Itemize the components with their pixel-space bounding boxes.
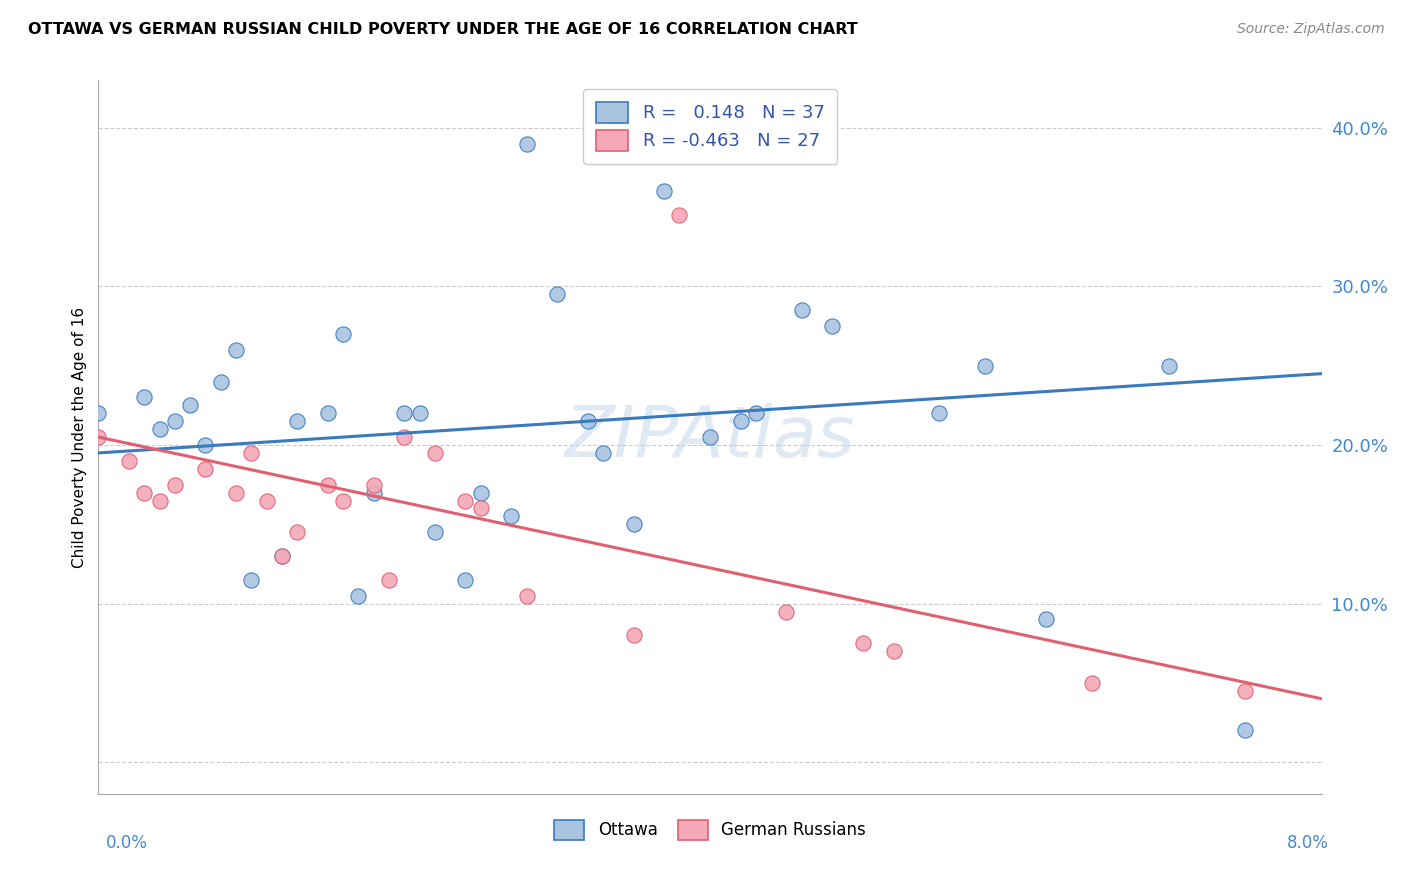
Point <box>285 414 308 428</box>
Point <box>790 303 813 318</box>
Text: Source: ZipAtlas.com: Source: ZipAtlas.com <box>1237 22 1385 37</box>
Point <box>470 501 492 516</box>
Point <box>974 359 997 373</box>
Point <box>1157 359 1180 373</box>
Legend: Ottawa, German Russians: Ottawa, German Russians <box>548 814 872 847</box>
Point <box>730 414 752 428</box>
Point <box>623 517 645 532</box>
Point <box>1234 723 1257 738</box>
Point <box>363 477 385 491</box>
Point <box>1234 683 1257 698</box>
Point <box>363 485 385 500</box>
Point <box>392 406 416 420</box>
Text: 8.0%: 8.0% <box>1286 834 1329 852</box>
Point <box>179 398 201 412</box>
Point <box>194 462 217 476</box>
Point <box>194 438 217 452</box>
Point <box>392 430 416 444</box>
Point <box>576 414 599 428</box>
Point <box>163 477 186 491</box>
Point <box>821 319 844 334</box>
Point <box>270 549 294 563</box>
Point <box>378 573 401 587</box>
Point <box>225 343 247 357</box>
Point <box>87 430 110 444</box>
Point <box>87 406 110 420</box>
Point <box>668 208 690 222</box>
Point <box>408 406 430 420</box>
Point <box>209 375 232 389</box>
Point <box>332 326 354 341</box>
Point <box>270 549 294 563</box>
Point <box>163 414 186 428</box>
Point <box>454 493 477 508</box>
Point <box>423 446 446 460</box>
Text: ZIPAtlas: ZIPAtlas <box>565 402 855 472</box>
Point <box>516 136 538 151</box>
Point <box>852 636 875 650</box>
Point <box>1081 676 1104 690</box>
Point <box>470 485 492 500</box>
Text: OTTAWA VS GERMAN RUSSIAN CHILD POVERTY UNDER THE AGE OF 16 CORRELATION CHART: OTTAWA VS GERMAN RUSSIAN CHILD POVERTY U… <box>28 22 858 37</box>
Point <box>454 573 477 587</box>
Point <box>149 422 172 436</box>
Point <box>316 406 339 420</box>
Point <box>285 525 308 540</box>
Point <box>240 573 263 587</box>
Point <box>225 485 247 500</box>
Point <box>1035 612 1057 626</box>
Point <box>316 477 339 491</box>
Point <box>699 430 721 444</box>
Point <box>347 589 370 603</box>
Point <box>118 454 141 468</box>
Point <box>134 485 156 500</box>
Point <box>332 493 354 508</box>
Point <box>623 628 645 642</box>
Point <box>501 509 523 524</box>
Point <box>423 525 446 540</box>
Point <box>134 391 156 405</box>
Y-axis label: Child Poverty Under the Age of 16: Child Poverty Under the Age of 16 <box>72 307 87 567</box>
Point <box>240 446 263 460</box>
Point <box>745 406 768 420</box>
Point <box>928 406 950 420</box>
Point <box>256 493 278 508</box>
Point <box>149 493 172 508</box>
Point <box>546 287 568 301</box>
Text: 0.0%: 0.0% <box>105 834 148 852</box>
Point <box>652 184 675 198</box>
Point <box>592 446 614 460</box>
Point <box>516 589 538 603</box>
Point <box>775 605 797 619</box>
Point <box>883 644 905 658</box>
